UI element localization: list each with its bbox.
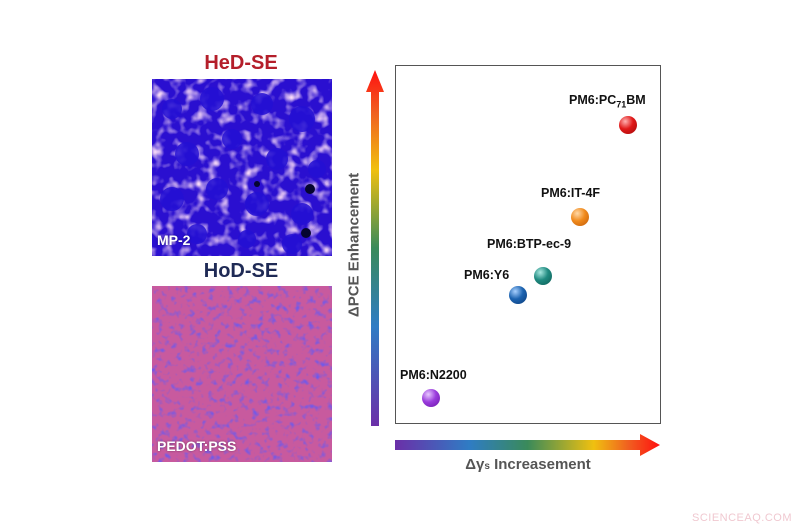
hed-se-title: HeD-SE: [204, 52, 278, 74]
watermark: SCIENCEAQ.COM: [691, 512, 792, 524]
label-pm6-n2200: PM6:N2200: [400, 368, 467, 382]
hod-se-title: HoD-SE: [203, 260, 279, 282]
point-pm6-btp-ec9: [534, 267, 552, 285]
point-pm6-pc71bm: [619, 116, 637, 134]
point-pm6-n2200: [422, 389, 440, 407]
x-label-subscript: s: [484, 461, 490, 472]
x-label-rest: Increasement: [489, 456, 591, 473]
point-pm6-it4f: [571, 208, 589, 226]
sample-label-pedot: PEDOT:PSS: [157, 438, 237, 454]
label-pm6-pc71bm: PM6:PC71BM: [569, 93, 646, 110]
point-pm6-y6: [509, 286, 527, 304]
y-axis-label: ΔPCE Enhancement: [345, 172, 363, 318]
afm-image-mp2: MP-2: [152, 79, 332, 256]
afm-blue-domains: [152, 79, 332, 256]
plot-area: [395, 65, 661, 424]
label-pm6-y6: PM6:Y6: [464, 268, 510, 282]
x-label-delta: Δγ: [465, 456, 485, 473]
afm-image-pedot: PEDOT:PSS: [152, 286, 332, 462]
x-axis-gradient-arrow-icon: [395, 434, 660, 456]
y-axis-gradient-arrow-icon: [366, 70, 384, 426]
sample-label-mp2: MP-2: [157, 232, 191, 248]
label-pm6-btp-ec9: PM6:BTP-ec-9: [487, 237, 572, 251]
afm-pink-matrix: [152, 286, 332, 462]
label-pm6-it4f: PM6:IT-4F: [541, 186, 601, 200]
x-axis-label: Δγs Increasement: [465, 456, 591, 473]
